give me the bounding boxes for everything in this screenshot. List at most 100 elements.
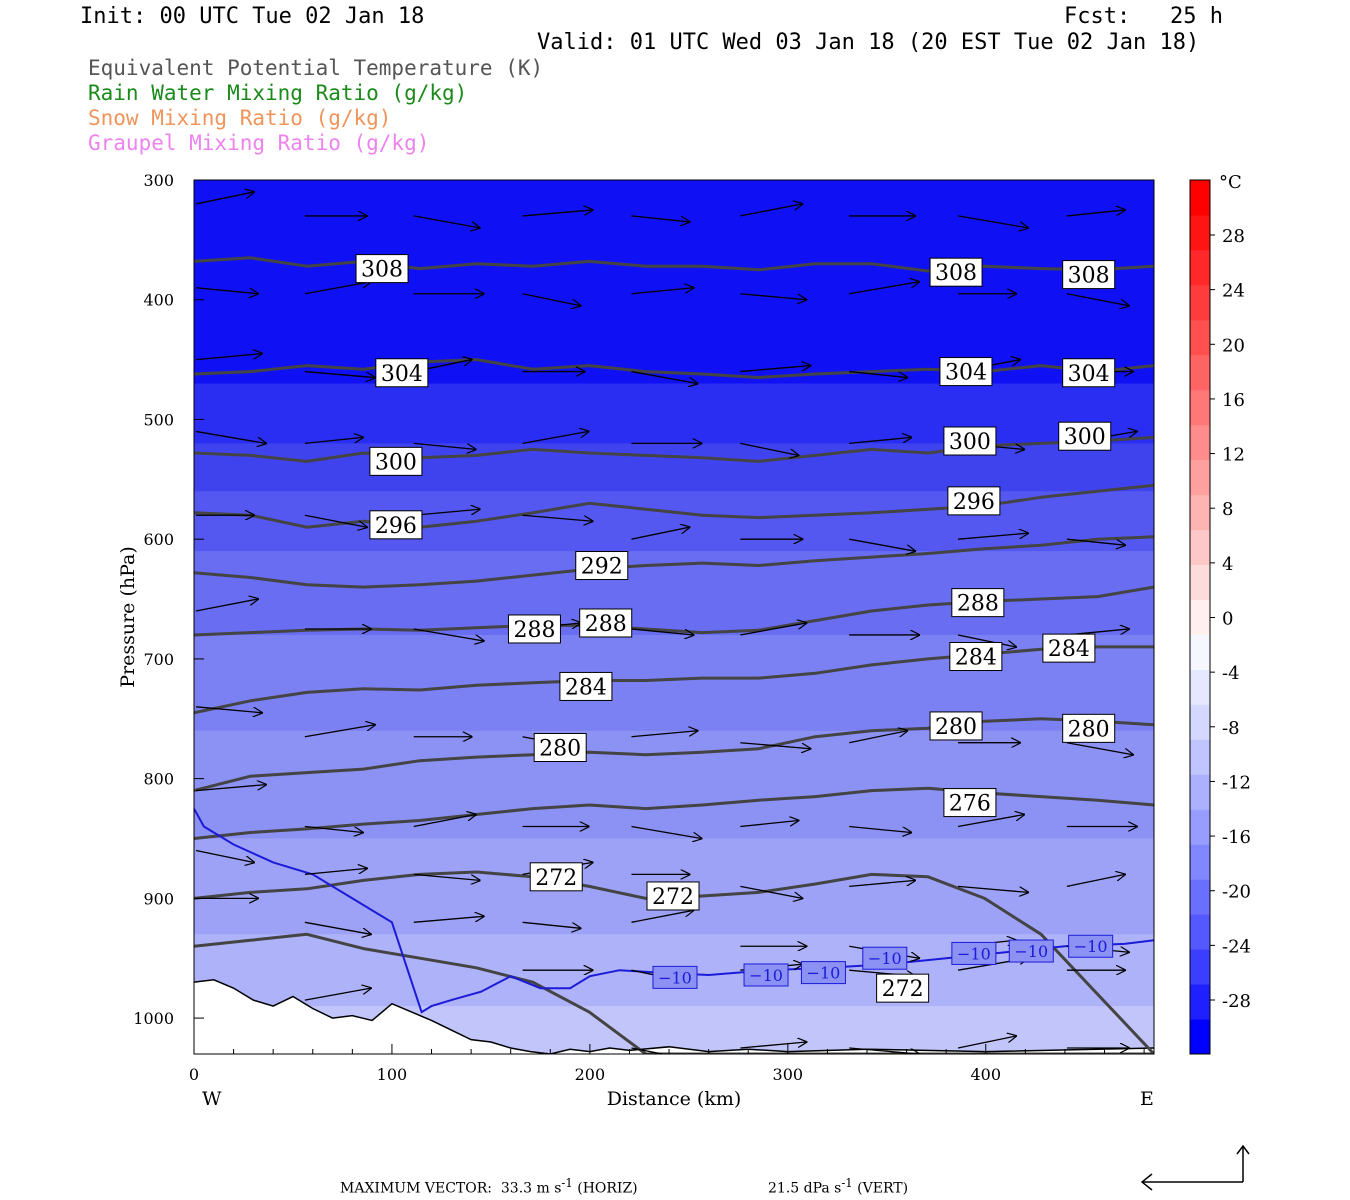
init-time: Init: 00 UTC Tue 02 Jan 18	[80, 4, 425, 29]
wind-vector	[957, 634, 1016, 647]
colorbar: 28 24 20 16 12 8 4 0 -4 -8 -12 -16 -20 -24 -28	[1189, 179, 1251, 1055]
y-axis-label: Pressure (hPa)	[117, 546, 139, 688]
theta-e-label: 304	[1062, 358, 1116, 388]
svg-text:−10: −10	[868, 949, 902, 968]
theta-e-label: 280	[929, 711, 983, 741]
colorbar-tick-label: 20	[1222, 335, 1245, 356]
svg-text:272: 272	[535, 866, 577, 891]
colorbar-tick-label: -8	[1222, 718, 1240, 739]
x-tick-label: 300	[773, 1065, 804, 1084]
y-tick-label: 800	[143, 770, 174, 789]
x-tick-label: 400	[970, 1065, 1001, 1084]
svg-text:−10: −10	[749, 966, 783, 985]
svg-text:284: 284	[565, 675, 607, 700]
wind-vector	[631, 1047, 693, 1054]
wind-vector	[1066, 742, 1133, 755]
wind-vector	[413, 628, 484, 641]
wind-vector	[304, 282, 371, 295]
x-axis-label: Distance (km)	[607, 1088, 742, 1110]
wind-vector	[1066, 293, 1129, 306]
theta-e-contour-308	[194, 256, 1154, 273]
wind-vector	[631, 628, 693, 635]
wind-vector	[849, 825, 911, 833]
theta-e-label: 296	[947, 486, 1001, 516]
temperature-band	[194, 383, 1154, 445]
theta-e-contour-280	[194, 717, 1154, 793]
isotherm-label: −10	[862, 946, 908, 970]
wind-vector	[522, 921, 581, 928]
theta-e-label: 288	[507, 614, 561, 644]
temperature-fill	[194, 180, 1154, 1054]
wind-vector	[195, 287, 258, 294]
wind-vector	[413, 916, 484, 923]
theta-e-label: 300	[1058, 421, 1112, 451]
theta-e-label: 300	[943, 426, 997, 456]
svg-text:284: 284	[955, 646, 997, 671]
colorbar-swatch	[1190, 879, 1210, 915]
temperature-band	[194, 443, 1154, 493]
colorbar-swatch	[1190, 599, 1210, 635]
wind-vector	[195, 430, 266, 443]
wind-vector	[957, 215, 1028, 228]
svg-text:−10: −10	[1014, 942, 1048, 961]
svg-text:280: 280	[1068, 717, 1110, 742]
wind-vector	[304, 921, 371, 934]
svg-text:272: 272	[652, 885, 694, 910]
svg-text:280: 280	[539, 737, 581, 762]
valid-time: Valid: 01 UTC Wed 03 Jan 18 (20 EST Tue …	[537, 30, 1200, 55]
colorbar-swatch	[1190, 564, 1210, 601]
svg-text:304: 304	[381, 362, 423, 387]
colorbar-swatch	[1190, 774, 1210, 810]
theta-e-label: 284	[559, 671, 613, 701]
theta-e-contour-304	[194, 358, 1154, 379]
wind-vector	[740, 366, 810, 373]
y-tick-label: 400	[143, 291, 174, 310]
isotherm-minus10	[194, 808, 1154, 1014]
colorbar-tick-label: -28	[1222, 991, 1251, 1012]
contour-labels: 308 308 308 304 304 304 300 300 300 296 296 292 288 2…	[355, 254, 1116, 1003]
colorbar-unit: °C	[1219, 172, 1242, 193]
wind-vector	[195, 785, 266, 792]
svg-text:288: 288	[585, 612, 627, 637]
theta-e-label: 292	[575, 551, 629, 581]
colorbar-tick-label: -12	[1222, 772, 1251, 793]
max-vector-horizontal: MAXIMUM VECTOR: 33.3 m s-1 (HORIZ)	[340, 1176, 638, 1197]
isotherm-label: −10	[743, 963, 789, 987]
theta-e-label: 304	[939, 357, 993, 387]
wind-vector	[849, 731, 907, 744]
wind-vector	[849, 370, 907, 378]
svg-text:292: 292	[581, 555, 623, 580]
svg-text:−10: −10	[807, 964, 841, 983]
colorbar-swatch	[1190, 494, 1210, 531]
wind-vector	[849, 880, 915, 888]
colorbar-swatch	[1190, 739, 1210, 775]
legend-rain-water: Rain Water Mixing Ratio (g/kg)	[88, 81, 468, 105]
colorbar-tick-label: 28	[1222, 226, 1245, 247]
colorbar-swatch	[1190, 180, 1210, 216]
colorbar-tick-label: 4	[1222, 554, 1233, 575]
svg-text:308: 308	[1068, 264, 1110, 289]
colorbar-swatch	[1190, 529, 1210, 566]
colorbar-swatch	[1190, 214, 1210, 251]
terrain-fill	[194, 979, 1154, 1054]
theta-e-label: 288	[579, 608, 633, 638]
theta-e-label: 300	[369, 446, 423, 476]
wind-vector	[740, 442, 798, 455]
wind-vector	[1066, 874, 1125, 888]
theta-e-label: 280	[1062, 713, 1116, 743]
temperature-band	[194, 730, 1154, 840]
theta-e-label: 308	[929, 257, 983, 287]
wind-vector	[195, 849, 254, 862]
colorbar-swatch	[1190, 949, 1210, 985]
svg-text:308: 308	[935, 261, 977, 286]
colorbar-tick-label: 16	[1222, 390, 1245, 411]
wind-vector	[740, 885, 802, 898]
wind-vector	[740, 1042, 806, 1049]
y-tick-label: 1000	[133, 1009, 174, 1028]
wind-vector	[195, 354, 262, 361]
wind-vector	[522, 431, 589, 445]
isotherm-label: −10	[1068, 934, 1114, 958]
svg-text:284: 284	[1048, 637, 1090, 662]
wind-vector	[958, 885, 1028, 892]
max-vector-vertical: 21.5 dPa s-1 (VERT)	[768, 1176, 909, 1197]
